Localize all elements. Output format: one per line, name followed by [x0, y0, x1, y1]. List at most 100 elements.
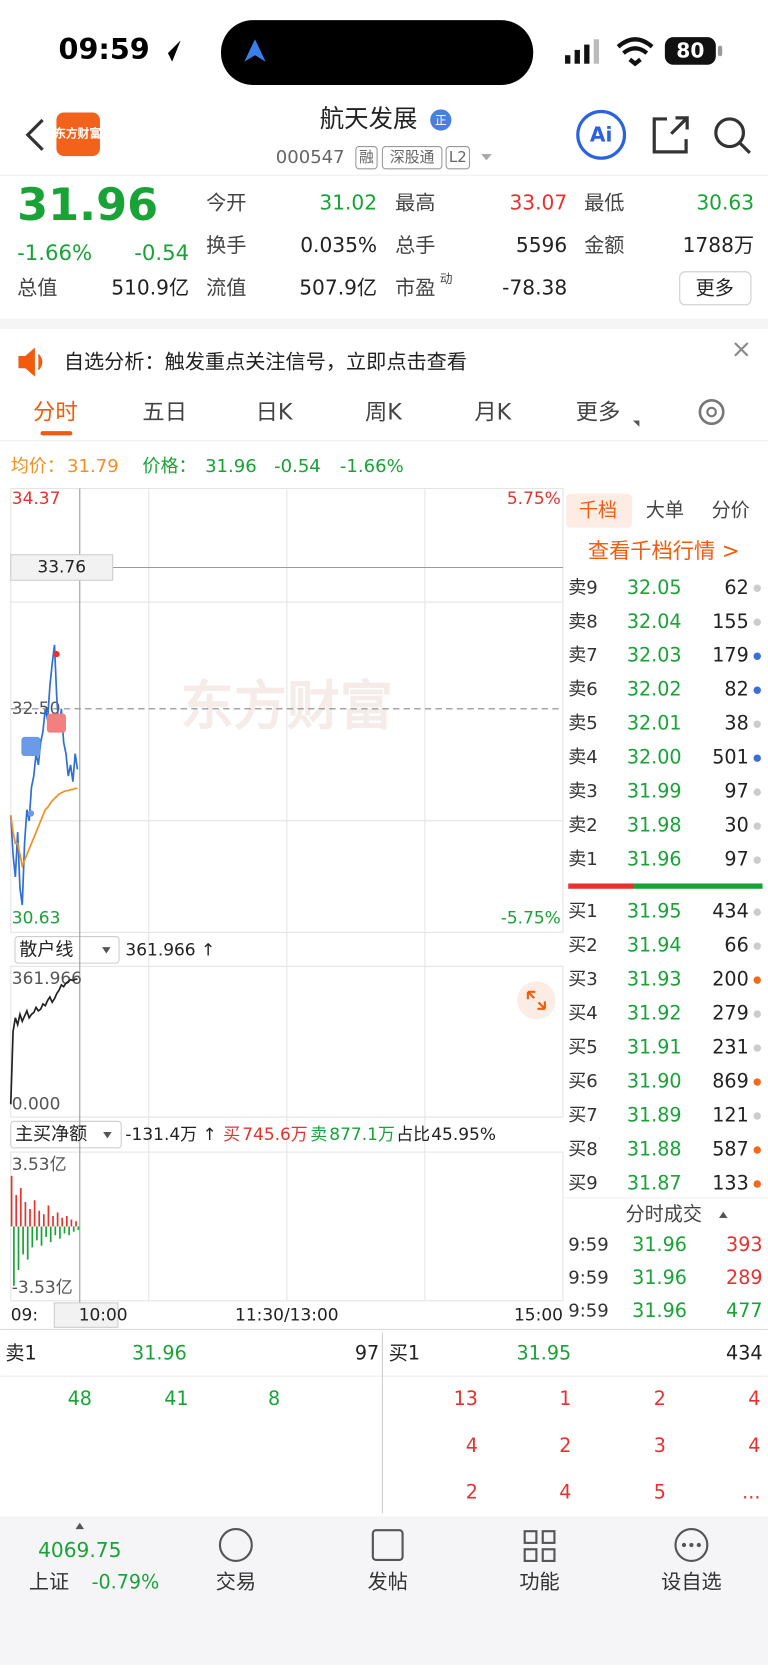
nav-item[interactable]: 交易 — [216, 1570, 256, 1594]
back-button[interactable] — [25, 118, 44, 151]
book-tab[interactable]: 大单 — [646, 498, 684, 521]
book-dot — [753, 976, 761, 984]
book-level: 卖9 — [568, 577, 598, 598]
post-icon[interactable] — [371, 1529, 404, 1561]
book-qty: 231 — [712, 1036, 748, 1059]
net-bar — [26, 1226, 29, 1260]
book-qty: 62 — [724, 576, 748, 599]
tab[interactable]: 分时 — [33, 400, 78, 426]
trades-title[interactable]: 分时成交 — [626, 1202, 702, 1225]
book-tab[interactable]: 千档 — [579, 498, 617, 521]
summary-ratio: 45.95% — [431, 1125, 496, 1145]
book-level: 买7 — [568, 1105, 598, 1126]
function-icon[interactable] — [523, 1530, 556, 1562]
ask-price: 31.96 — [132, 1341, 187, 1364]
y-tick-label: -3.53亿 — [12, 1278, 73, 1298]
tab[interactable]: 更多 — [576, 400, 621, 426]
book-price: 31.87 — [627, 1171, 682, 1194]
trade-dot — [27, 810, 35, 817]
bid-order: 2 — [654, 1387, 666, 1410]
net-bar — [31, 1226, 34, 1248]
bid-order: 2 — [559, 1434, 571, 1457]
x-tick-box — [53, 1302, 119, 1328]
book-level: 卖1 — [568, 849, 598, 870]
net-bar — [33, 1200, 36, 1227]
summary-sell: 877.1万 — [329, 1125, 395, 1145]
book-level: 卖4 — [568, 747, 598, 768]
nav-item[interactable]: 发帖 — [368, 1570, 408, 1594]
trade-qty: 393 — [726, 1233, 762, 1256]
search-button[interactable] — [714, 117, 746, 149]
stat-value: 1788万 — [683, 233, 754, 257]
book-dot — [753, 908, 761, 916]
net-bar — [13, 1226, 15, 1286]
clock: 09:59 — [59, 32, 150, 66]
net-bar — [72, 1226, 75, 1232]
book-price: 31.96 — [627, 848, 682, 871]
book-tab[interactable]: 分价 — [712, 498, 750, 521]
ask-qty: 97 — [355, 1341, 379, 1364]
notice-text[interactable]: 自选分析：触发重点关注信号，立即点击查看 — [64, 350, 467, 374]
book-dot — [753, 1180, 761, 1188]
book-dot — [753, 822, 761, 830]
net-bar — [10, 1175, 13, 1227]
expand-button[interactable] — [517, 981, 556, 1020]
book-qty: 66 — [724, 934, 748, 957]
book-qty: 434 — [712, 900, 748, 923]
series-line — [9, 978, 78, 1105]
dynamic-island — [221, 20, 534, 85]
stat-label: 金额 — [584, 233, 624, 257]
summary-buy: 745.6万 — [242, 1125, 308, 1145]
y-tick-label: 361.966 — [12, 969, 82, 989]
stock-code: 000547 — [276, 147, 345, 168]
book-link[interactable]: 查看千档行情 > — [588, 539, 740, 564]
book-price: 31.93 — [627, 968, 682, 991]
nav-item[interactable]: 设自选 — [661, 1570, 721, 1594]
ai-button[interactable] — [576, 109, 627, 160]
logo-text: 东方财富 — [54, 126, 101, 140]
ratio-bar-bid — [634, 883, 763, 889]
collapse-icon — [719, 1211, 728, 1218]
net-bar — [68, 1226, 70, 1236]
tab[interactable]: 五日 — [142, 400, 187, 426]
index-value[interactable]: 4069.75 — [38, 1538, 121, 1562]
trade-qty: 289 — [726, 1266, 762, 1289]
indicator-value: 361.966 ↑ — [125, 940, 215, 960]
more-button-label[interactable]: 更多 — [696, 276, 734, 299]
close-button[interactable] — [734, 342, 749, 357]
expand-arrow[interactable] — [75, 1522, 85, 1530]
tab[interactable]: 日K — [256, 400, 294, 426]
y-tick-label: 30.63 — [12, 909, 61, 929]
indicator-select[interactable] — [10, 1120, 122, 1149]
crosshair-label: 33.76 — [37, 557, 86, 577]
book-qty: 97 — [724, 780, 748, 803]
indicator-select[interactable] — [14, 936, 120, 964]
book-price: 32.04 — [627, 610, 682, 633]
ai-label[interactable]: Ai — [590, 122, 613, 146]
watchlist-icon[interactable] — [674, 1528, 709, 1562]
ask-order: 48 — [68, 1387, 92, 1410]
dropdown-icon[interactable] — [481, 153, 492, 161]
book-price: 32.02 — [627, 678, 682, 701]
book-dot — [753, 720, 761, 728]
trade-icon[interactable] — [218, 1528, 253, 1562]
book-qty: 133 — [712, 1171, 748, 1194]
bid-order: 4 — [559, 1480, 571, 1503]
expand-icon — [526, 990, 546, 1010]
y-tick-label: 3.53亿 — [12, 1155, 67, 1175]
tab[interactable]: 周K — [365, 400, 403, 426]
net-bar — [56, 1212, 59, 1227]
tab[interactable]: 月K — [474, 400, 512, 426]
book-price: 31.92 — [627, 1002, 682, 1025]
divider — [0, 318, 768, 330]
settings-button[interactable] — [698, 398, 725, 426]
net-bar — [17, 1226, 20, 1271]
net-bar — [47, 1205, 50, 1227]
book-qty: 97 — [724, 848, 748, 871]
nav-icon — [244, 39, 266, 62]
nav-item[interactable]: 功能 — [519, 1570, 559, 1594]
share-button[interactable] — [652, 116, 689, 154]
bid-order: 5 — [654, 1480, 666, 1503]
more-button[interactable] — [679, 271, 752, 306]
book-qty: 82 — [724, 678, 748, 701]
